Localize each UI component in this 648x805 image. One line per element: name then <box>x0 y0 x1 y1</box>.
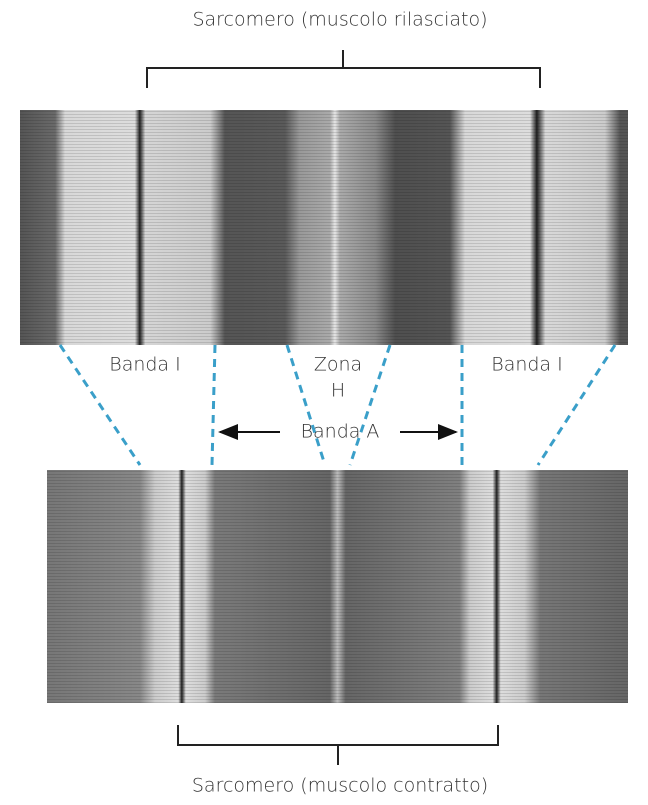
top-caption: Sarcomero (muscolo rilasciato) <box>192 9 487 31</box>
guide-lines <box>58 344 617 466</box>
label-banda-a: Banda A <box>301 421 380 443</box>
micrograph-texture <box>47 470 628 703</box>
bottom-bracket <box>177 725 499 765</box>
label-zona: Zona <box>314 354 362 376</box>
top-bracket <box>146 50 541 88</box>
label-h: H <box>331 380 345 402</box>
bottom-caption: Sarcomero (muscolo contratto) <box>192 775 488 797</box>
micrograph-texture <box>20 110 628 345</box>
label-banda-i: Banda I <box>491 354 562 376</box>
label-banda-i: Banda I <box>109 354 180 376</box>
